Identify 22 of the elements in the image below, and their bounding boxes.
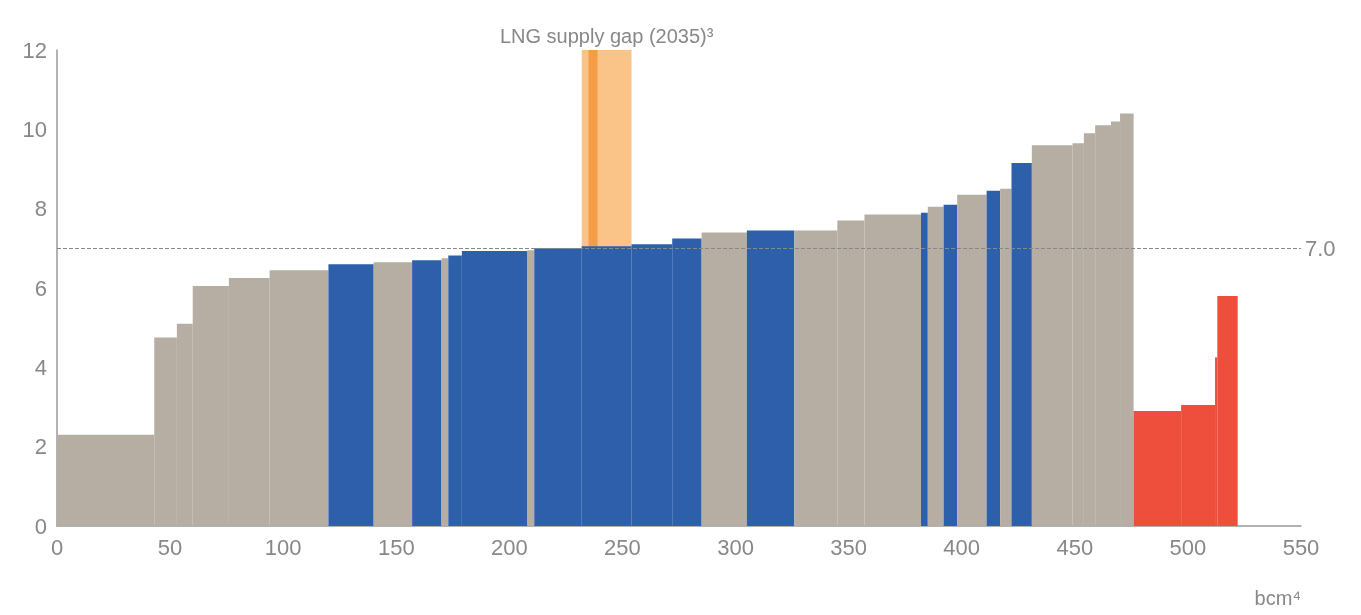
x-tick-label: 500 [1169, 534, 1207, 560]
x-tick-label: 150 [377, 534, 415, 560]
x-tick-label: 350 [830, 534, 867, 560]
x-tick-label: 50 [157, 534, 183, 560]
y-tick-label: 12 [22, 37, 47, 63]
y-tick-label: 8 [34, 196, 47, 222]
x-tick-label: 250 [604, 534, 641, 560]
x-tick-label: 200 [491, 534, 528, 560]
y-tick-label: 10 [22, 116, 47, 142]
x-tick-label: 100 [264, 534, 302, 560]
y-tick-label: 6 [34, 275, 47, 301]
ref-line-label: 7.0 [1305, 235, 1336, 261]
y-tick-label: 2 [34, 434, 47, 460]
y-tick-label: 0 [34, 513, 47, 539]
x-tick-label: 450 [1056, 534, 1094, 560]
x-axis-title: bcm⁴ [1254, 587, 1301, 609]
y-tick-label: 4 [34, 354, 47, 380]
x-tick-label: 550 [1282, 534, 1320, 560]
x-tick-label: 300 [717, 534, 754, 560]
x-tick-label: 400 [943, 534, 981, 560]
x-tick-label: 0 [50, 534, 64, 560]
band-label: LNG supply gap (2035)³ [499, 25, 714, 47]
